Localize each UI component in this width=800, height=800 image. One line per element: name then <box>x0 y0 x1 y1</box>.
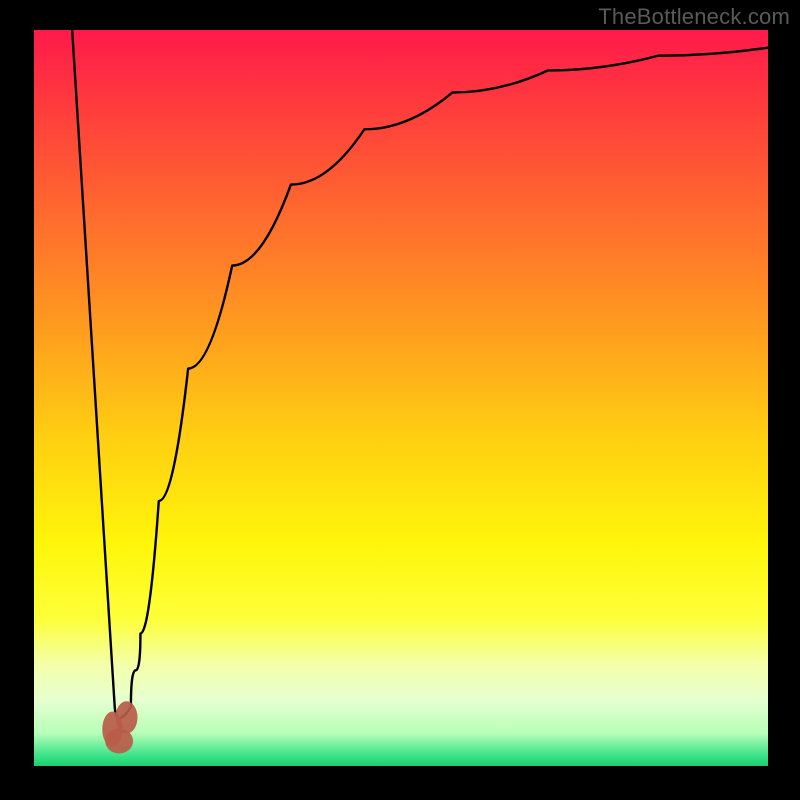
chart-stage: TheBottleneck.com <box>0 0 800 800</box>
plot-area <box>34 30 768 766</box>
watermark-text: TheBottleneck.com <box>598 4 790 30</box>
gradient-background <box>34 30 768 766</box>
plot-svg <box>34 30 768 766</box>
